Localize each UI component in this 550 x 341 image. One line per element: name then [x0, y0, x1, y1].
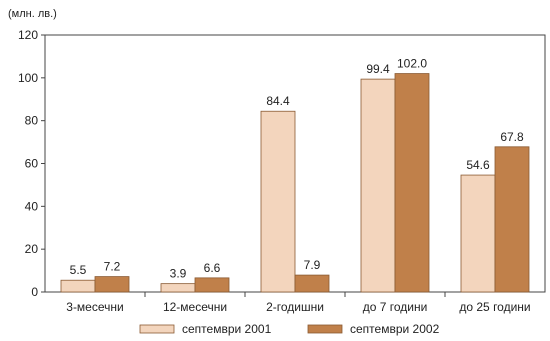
- bar: [460, 174, 496, 293]
- bar: [194, 277, 230, 293]
- category-label: до 25 години: [459, 300, 530, 314]
- data-label: 3.9: [170, 267, 187, 281]
- data-label: 102.0: [397, 57, 427, 71]
- y-tick-label: 60: [25, 157, 39, 171]
- legend-swatch: [139, 324, 175, 334]
- plot-area: 0 20 40 60 80 100 120 5.5 7.2 3-месечни 3.9 6.6 12-м…: [18, 28, 546, 314]
- data-label: 99.4: [366, 62, 390, 76]
- y-tick-label: 40: [25, 199, 39, 213]
- legend-label: септември 2002: [350, 322, 440, 336]
- data-label: 7.9: [304, 258, 321, 272]
- legend-label: септември 2001: [182, 322, 272, 336]
- data-label: 84.4: [266, 94, 290, 108]
- data-label: 7.2: [104, 260, 121, 274]
- y-unit-label: (млн. лв.): [8, 8, 57, 20]
- legend-swatch: [307, 324, 343, 334]
- bar: [60, 279, 96, 293]
- bar: [260, 110, 296, 293]
- bar: [294, 274, 330, 293]
- data-label: 67.8: [500, 130, 524, 144]
- data-label: 5.5: [70, 263, 87, 277]
- category-label: 3-месечни: [66, 300, 123, 314]
- data-label: 54.6: [466, 158, 490, 172]
- bar: [94, 276, 130, 293]
- y-tick-label: 0: [31, 285, 38, 299]
- bar: [394, 73, 430, 293]
- category-label: 2-годишни: [266, 300, 324, 314]
- bar: [360, 78, 396, 293]
- y-tick-label: 100: [18, 71, 38, 85]
- y-tick-label: 20: [25, 242, 39, 256]
- category-label: 12-месечни: [163, 300, 227, 314]
- bar: [494, 146, 530, 293]
- bar: [160, 283, 196, 293]
- data-label: 6.6: [204, 261, 221, 275]
- y-tick-label: 120: [18, 28, 38, 42]
- y-tick-label: 80: [25, 114, 39, 128]
- category-label: до 7 години: [363, 300, 428, 314]
- legend: септември 2001 септември 2002: [139, 322, 440, 336]
